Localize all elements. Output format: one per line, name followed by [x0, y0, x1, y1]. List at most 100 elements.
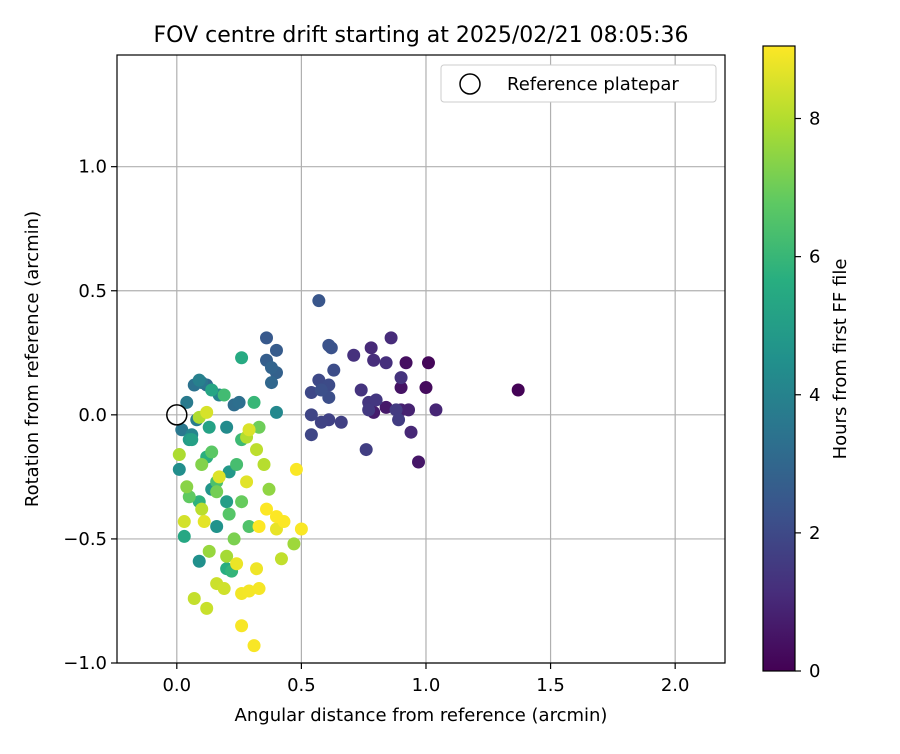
data-point [369, 393, 383, 407]
data-point [429, 403, 443, 417]
data-point [269, 343, 283, 357]
data-point [242, 423, 256, 437]
data-point [419, 381, 433, 395]
data-point [177, 515, 191, 529]
grid [117, 55, 725, 664]
data-points [172, 294, 525, 653]
x-tick-label: 1.5 [536, 675, 565, 696]
data-point [260, 331, 274, 345]
y-tick-label: 0.5 [78, 281, 107, 302]
data-point [242, 520, 256, 534]
colorbar-label: Hours from first FF file [830, 259, 851, 460]
data-point [304, 386, 318, 400]
data-point [399, 356, 413, 370]
data-point [264, 361, 278, 375]
plot-frame [116, 54, 726, 664]
data-point [247, 395, 261, 409]
data-point [412, 455, 426, 469]
y-tick-label: 1.0 [78, 157, 107, 178]
data-point [289, 462, 303, 476]
y-tick-label: −0.5 [63, 529, 107, 550]
data-point [172, 448, 186, 462]
data-point [269, 510, 283, 524]
data-point [421, 356, 435, 370]
data-point [200, 601, 214, 615]
data-point [202, 544, 216, 558]
data-point [210, 485, 224, 499]
legend: Reference platepar [440, 64, 717, 103]
data-point [511, 383, 525, 397]
data-point [200, 405, 214, 419]
x-tick-label: 0.5 [287, 675, 316, 696]
data-point [257, 457, 271, 471]
data-point [205, 383, 219, 397]
data-point [334, 415, 348, 429]
data-point [192, 373, 206, 387]
colorbar-ticks: 0 2 4 6 8 [795, 109, 820, 682]
data-point [220, 420, 234, 434]
colorbar-tick-label: 0 [809, 661, 820, 682]
data-point [247, 639, 261, 653]
data-point [260, 502, 274, 516]
data-point [269, 405, 283, 419]
data-point [294, 522, 308, 536]
data-point [394, 371, 408, 385]
colorbar-tick-label: 2 [809, 523, 820, 544]
data-point [230, 457, 244, 471]
data-point [274, 552, 288, 566]
data-point [322, 338, 336, 352]
data-point [252, 420, 266, 434]
data-point [402, 403, 416, 417]
data-point [392, 413, 406, 427]
legend-entry-label: Reference platepar [507, 74, 679, 95]
data-point [314, 383, 328, 397]
data-point [250, 562, 264, 576]
reference-platepar-marker [166, 404, 188, 426]
data-point [195, 502, 209, 516]
data-point [384, 331, 398, 345]
data-point [230, 557, 244, 571]
legend-marker-icon [459, 73, 481, 95]
data-point [217, 582, 231, 596]
data-point [180, 480, 194, 494]
data-point [182, 490, 196, 504]
data-point [187, 591, 201, 605]
data-point [394, 381, 408, 395]
data-point [312, 373, 326, 387]
x-tick-label: 0.0 [162, 675, 191, 696]
y-tick-label: −1.0 [63, 653, 107, 674]
data-point [210, 520, 224, 534]
data-point [362, 403, 376, 417]
data-point [252, 582, 266, 596]
data-point [192, 554, 206, 568]
data-point [379, 400, 393, 414]
x-tick-label: 1.0 [412, 675, 441, 696]
data-point [327, 363, 341, 377]
data-point [177, 529, 191, 543]
colorbar-gradient [762, 45, 796, 672]
data-point [205, 445, 219, 459]
data-point [185, 433, 199, 447]
x-axis-ticks: 0.0 0.5 1.0 1.5 2.0 [162, 663, 689, 696]
data-point [354, 383, 368, 397]
chart-title: FOV centre drift starting at 2025/02/21 … [154, 23, 689, 48]
data-point [197, 515, 211, 529]
data-point [367, 353, 381, 367]
data-point [312, 294, 326, 308]
data-point [389, 403, 403, 417]
legend-box [440, 64, 717, 103]
data-point [217, 388, 231, 402]
data-point [240, 475, 254, 489]
data-point [364, 341, 378, 355]
data-point [175, 423, 189, 437]
data-point [404, 425, 418, 439]
data-point [220, 549, 234, 563]
data-point [195, 457, 209, 471]
y-axis-ticks: −1.0 −0.5 0.0 0.5 1.0 [63, 157, 117, 674]
data-point [264, 376, 278, 390]
data-point [235, 351, 249, 365]
data-point [287, 537, 301, 551]
data-point [227, 532, 241, 546]
